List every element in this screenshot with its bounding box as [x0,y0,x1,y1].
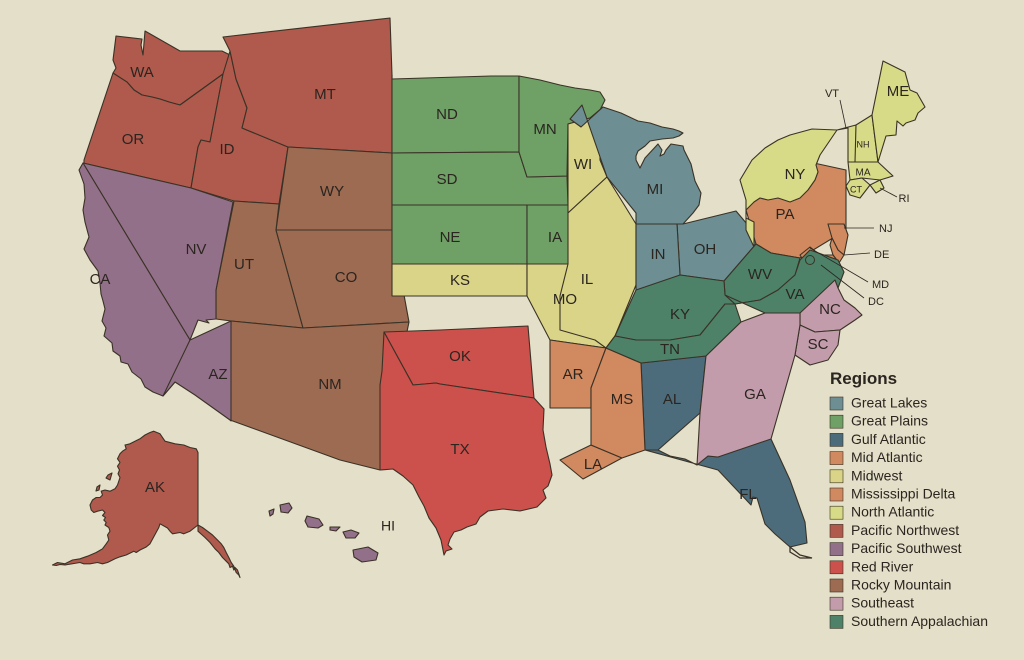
svg-text:Regions: Regions [830,369,897,388]
svg-text:GA: GA [744,386,766,403]
svg-text:NV: NV [186,241,207,258]
svg-text:Mid Atlantic: Mid Atlantic [851,449,923,465]
svg-text:RI: RI [899,193,910,205]
svg-text:MA: MA [856,168,871,179]
svg-text:Gulf Atlantic: Gulf Atlantic [851,431,926,447]
svg-text:IA: IA [548,229,562,246]
svg-text:NH: NH [857,139,870,149]
svg-text:VT: VT [825,88,839,100]
svg-text:MT: MT [314,86,336,103]
svg-text:AZ: AZ [208,366,227,383]
svg-text:SD: SD [437,171,458,188]
svg-text:OR: OR [122,131,145,148]
svg-text:North Atlantic: North Atlantic [851,504,934,520]
svg-text:ME: ME [887,83,910,100]
svg-text:MS: MS [611,391,634,408]
svg-text:WV: WV [748,266,772,283]
svg-text:MD: MD [872,279,889,291]
svg-text:DC: DC [868,296,884,308]
svg-text:IL: IL [581,271,594,288]
svg-text:LA: LA [584,456,602,473]
svg-text:MN: MN [533,121,556,138]
svg-text:Great Plains: Great Plains [851,413,928,429]
svg-text:OH: OH [694,241,717,258]
svg-text:TN: TN [660,341,680,358]
svg-text:Mississippi Delta: Mississippi Delta [851,486,955,502]
svg-text:UT: UT [234,256,254,273]
svg-text:ID: ID [220,141,235,158]
svg-text:MO: MO [553,291,577,308]
svg-text:KS: KS [450,272,470,289]
svg-text:Pacific Northwest: Pacific Northwest [851,522,959,538]
svg-text:CO: CO [335,269,358,286]
svg-text:Southeast: Southeast [851,595,914,611]
svg-text:Rocky Mountain: Rocky Mountain [851,577,951,593]
svg-text:TX: TX [450,441,469,458]
svg-text:Great Lakes: Great Lakes [851,395,927,411]
svg-text:OK: OK [449,348,471,365]
svg-text:SC: SC [808,336,829,353]
svg-text:CA: CA [90,271,111,288]
svg-text:FL: FL [739,486,757,503]
svg-text:WI: WI [574,156,592,173]
svg-text:HI: HI [381,518,395,534]
svg-text:Midwest: Midwest [851,467,902,483]
svg-text:AL: AL [663,391,681,408]
svg-text:PA: PA [776,206,795,223]
svg-text:ND: ND [436,106,458,123]
svg-text:NJ: NJ [879,223,892,235]
svg-text:DE: DE [874,249,889,261]
svg-text:CT: CT [850,184,862,194]
svg-text:NE: NE [440,229,461,246]
svg-text:Pacific Southwest: Pacific Southwest [851,540,962,556]
svg-text:Red River: Red River [851,558,914,574]
svg-text:NM: NM [318,376,341,393]
svg-text:MI: MI [647,181,664,198]
svg-text:KY: KY [670,306,690,323]
svg-text:NY: NY [785,166,806,183]
svg-text:WY: WY [320,183,344,200]
svg-text:NC: NC [819,301,841,318]
svg-text:AR: AR [563,366,584,383]
svg-text:AK: AK [145,479,165,496]
svg-text:VA: VA [786,286,805,303]
svg-text:IN: IN [651,246,666,263]
svg-text:WA: WA [130,64,154,81]
svg-text:Southern Appalachian: Southern Appalachian [851,613,988,629]
